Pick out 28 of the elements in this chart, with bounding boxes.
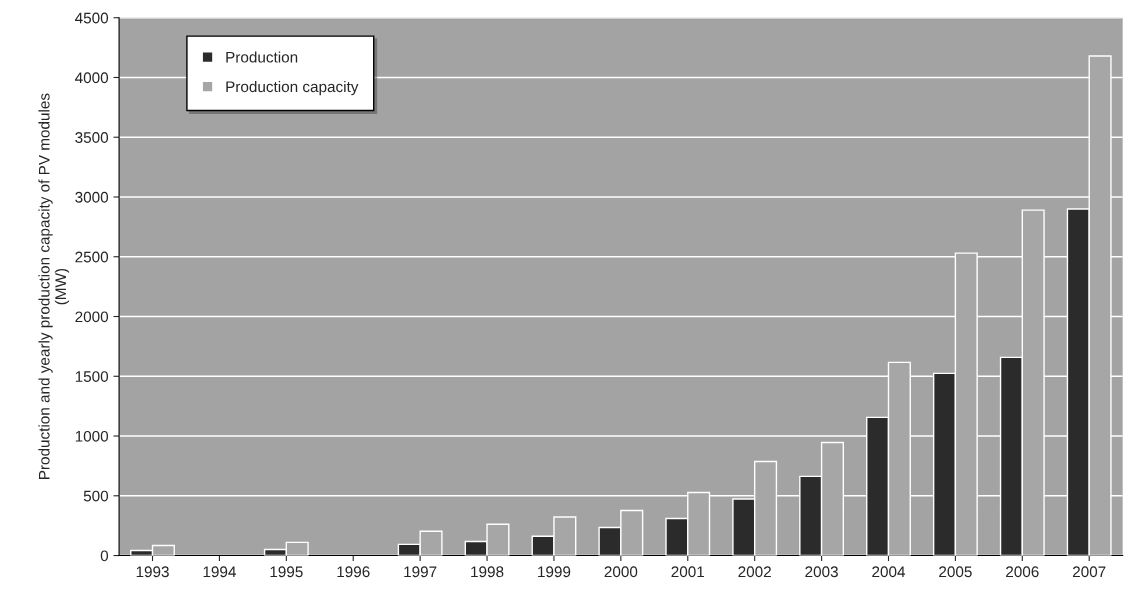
legend-label: Production capacity	[226, 80, 359, 96]
x-tick-label: 2000	[604, 566, 638, 578]
x-tick-label: 1993	[136, 566, 169, 578]
x-tick-label: 2001	[671, 566, 705, 578]
x-tick-label: 2007	[1072, 566, 1106, 578]
y-tick-label: 1000	[75, 430, 109, 442]
x-tick-label: 1999	[538, 566, 571, 578]
x-tick-label: 1996	[337, 566, 370, 578]
x-tick-label: 2002	[738, 566, 771, 578]
x-tick-label: 1997	[404, 566, 437, 578]
x-tick-label: 2005	[939, 566, 972, 578]
y-tick-label: 4000	[75, 72, 109, 84]
y-tick-label: 500	[83, 490, 109, 502]
x-tick-label: 1995	[270, 566, 303, 578]
legend-label: Production	[226, 51, 298, 63]
y-axis-title: Production and yearly production capacity of PV modules (MW)	[38, 93, 70, 479]
x-tick-label: 1998	[471, 566, 504, 578]
y-tick-label: 3000	[75, 191, 109, 203]
x-tick-label: 2006	[1006, 566, 1039, 578]
y-tick-label: 1500	[75, 371, 109, 382]
y-tick-label: 0	[100, 550, 109, 562]
x-tick-label: 2004	[872, 566, 906, 578]
y-tick-label: 2500	[75, 251, 109, 263]
y-tick-label: 2000	[75, 311, 109, 323]
x-tick-label: 2003	[805, 566, 838, 578]
x-tick-label: 1994	[203, 566, 236, 578]
y-tick-label: 4500	[75, 12, 109, 24]
y-tick-label: 3500	[75, 132, 109, 143]
